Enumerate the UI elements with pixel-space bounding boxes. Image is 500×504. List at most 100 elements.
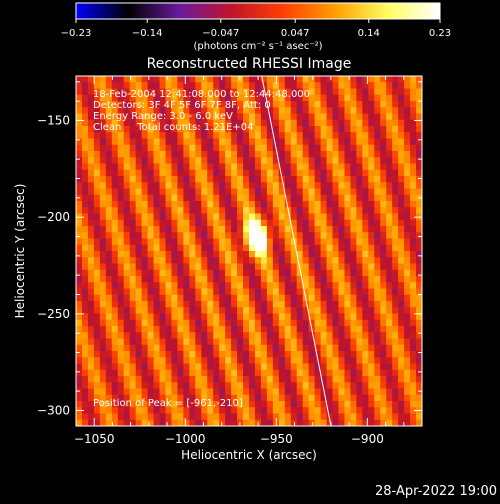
heatmap-cell (404, 194, 411, 202)
heatmap-cell (284, 244, 292, 252)
heatmap-cell (231, 251, 238, 258)
heatmap-cell (135, 319, 143, 327)
heatmap-cell (111, 394, 119, 402)
heatmap-cell (272, 169, 280, 177)
heatmap-cell (260, 344, 268, 352)
heatmap-cell (308, 313, 316, 321)
heatmap-cell (374, 238, 381, 246)
heatmap-cell (183, 176, 190, 183)
heatmap-cell (159, 338, 167, 346)
heatmap-cell (368, 126, 375, 133)
heatmap-cell (284, 138, 292, 146)
heatmap-cell (225, 219, 232, 227)
heatmap-cell (243, 338, 250, 346)
heatmap-cell (117, 313, 125, 321)
heatmap-cell (260, 113, 268, 121)
heatmap-cell (302, 82, 310, 90)
heatmap-cell (171, 207, 179, 215)
heatmap-cell (76, 163, 83, 171)
heatmap-cell (392, 151, 399, 158)
heatmap-cell (99, 319, 107, 327)
heatmap-cell (153, 219, 161, 227)
heatmap-cell (374, 219, 381, 227)
heatmap-cell (231, 207, 238, 215)
heatmap-cell (105, 394, 113, 402)
heatmap-cell (111, 251, 119, 258)
heatmap-cell (219, 76, 226, 83)
heatmap-cell (201, 101, 208, 108)
heatmap-cell (350, 276, 357, 283)
heatmap-cell (374, 157, 381, 165)
heatmap-cell (332, 157, 340, 165)
heatmap-cell (344, 294, 352, 302)
heatmap-cell (195, 326, 202, 333)
heatmap-cell (207, 113, 214, 121)
heatmap-cell (207, 82, 214, 90)
heatmap-cell (344, 88, 352, 96)
heatmap-cell (368, 244, 375, 252)
heatmap-cell (392, 319, 399, 327)
heatmap-cell (81, 419, 89, 426)
heatmap-cell (153, 126, 161, 133)
heatmap-cell (183, 363, 190, 371)
heatmap-cell (362, 201, 369, 208)
heatmap-cell (165, 201, 173, 208)
heatmap-cell (207, 232, 214, 240)
heatmap-cell (231, 238, 238, 246)
heatmap-cell (362, 238, 369, 246)
heatmap-cell (344, 307, 352, 315)
heatmap-cell (296, 263, 304, 271)
heatmap-cell (135, 144, 143, 152)
heatmap-cell (171, 88, 179, 96)
heatmap-cell (260, 188, 268, 196)
heatmap-cell (392, 132, 399, 140)
heatmap-cell (278, 332, 286, 340)
heatmap-cell (254, 107, 262, 115)
heatmap-cell (195, 369, 202, 377)
heatmap-cell (278, 144, 286, 152)
heatmap-cell (254, 157, 262, 165)
heatmap-cell (135, 132, 143, 140)
heatmap-cell (380, 401, 387, 408)
heatmap-cell (87, 413, 95, 421)
heatmap-cell (225, 238, 232, 246)
heatmap-cell (147, 419, 155, 426)
heatmap-cell (123, 126, 131, 133)
heatmap-cell (93, 382, 101, 390)
heatmap-cell (225, 132, 232, 140)
heatmap-cell (380, 151, 387, 158)
heatmap-cell (249, 244, 256, 252)
y-axis-tick-label: −200 (37, 210, 70, 224)
heatmap-cell (416, 176, 422, 183)
heatmap-cell (135, 419, 143, 426)
heatmap-cell (219, 338, 226, 346)
heatmap-cell (416, 151, 422, 158)
heatmap-cell (404, 263, 411, 271)
heatmap-cell (165, 388, 173, 396)
heatmap-cell (147, 313, 155, 321)
heatmap-cell (314, 188, 322, 196)
heatmap-cell (266, 126, 274, 133)
heatmap-cell (87, 332, 95, 340)
heatmap-cell (243, 238, 250, 246)
heatmap-cell (272, 126, 280, 133)
heatmap-cell (171, 101, 179, 108)
heatmap-cell (76, 282, 83, 290)
heatmap-cell (320, 419, 328, 426)
heatmap-cell (135, 76, 143, 83)
heatmap-cell (183, 88, 190, 96)
heatmap-cell (314, 376, 322, 383)
heatmap-cell (314, 419, 322, 426)
heatmap-cell (195, 207, 202, 215)
heatmap-cell (260, 251, 268, 258)
heatmap-cell (278, 251, 286, 258)
heatmap-cell (201, 388, 208, 396)
heatmap-cell (332, 282, 340, 290)
heatmap-cell (272, 338, 280, 346)
heatmap-cell (147, 276, 155, 283)
heatmap-cell (302, 113, 310, 121)
heatmap-cell (219, 376, 226, 383)
heatmap-cell (111, 376, 119, 383)
heatmap-cell (219, 388, 226, 396)
heatmap-cell (219, 369, 226, 377)
